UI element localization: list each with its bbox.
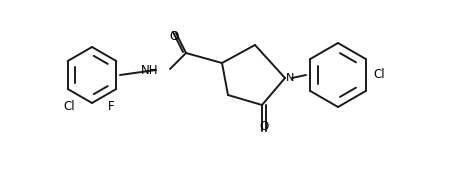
- Text: Cl: Cl: [63, 100, 75, 113]
- Text: F: F: [108, 100, 115, 113]
- Text: NH: NH: [141, 64, 158, 77]
- Text: Cl: Cl: [373, 68, 384, 81]
- Text: O: O: [169, 30, 179, 43]
- Text: N: N: [286, 73, 294, 83]
- Text: O: O: [259, 120, 268, 133]
